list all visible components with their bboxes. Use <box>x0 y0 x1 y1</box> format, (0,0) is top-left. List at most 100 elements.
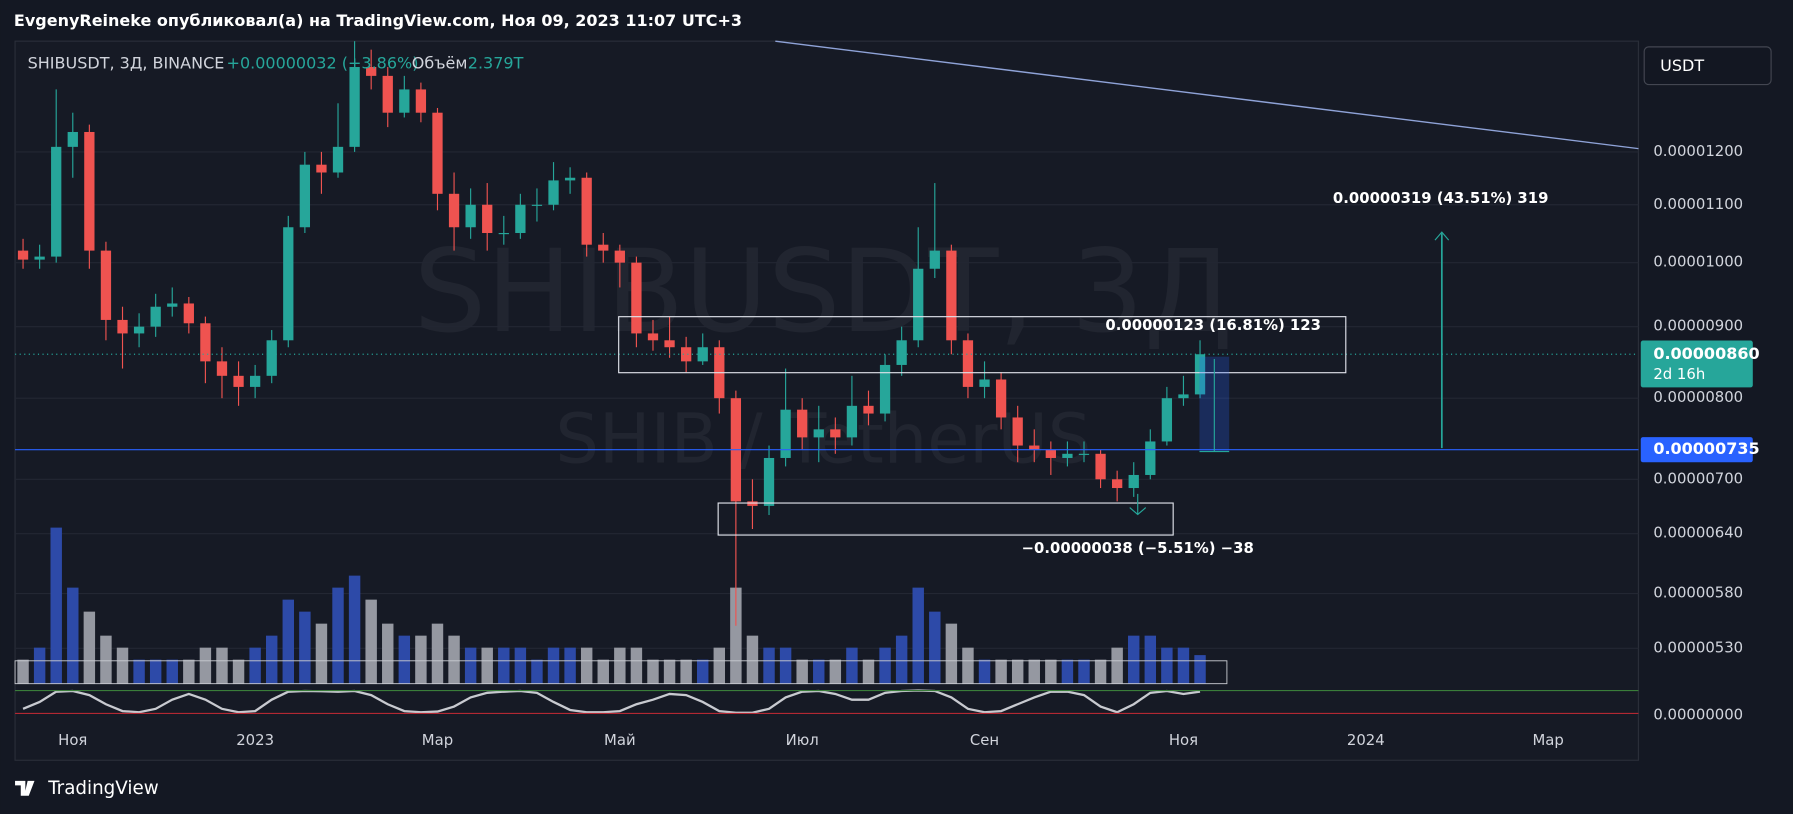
candle-body <box>482 204 493 234</box>
candle-body <box>84 131 95 251</box>
x-tick-label: Мар <box>422 731 453 749</box>
volume-bar <box>133 659 145 684</box>
volume-bar <box>1045 659 1057 684</box>
volume-bar <box>514 647 527 684</box>
candle-body <box>780 409 791 458</box>
last-price-box <box>1640 340 1753 388</box>
volume-bar <box>481 647 493 684</box>
logo <box>15 780 35 796</box>
plot: 0.00001200 0.00001100 0.00001000 0.00000900… <box>15 41 1760 749</box>
candle-body <box>1012 417 1023 446</box>
candle-body <box>399 89 410 113</box>
candle-body <box>1194 354 1206 395</box>
volume-bar <box>431 623 444 684</box>
candle-body <box>962 340 974 387</box>
volume-bar <box>580 647 593 684</box>
candle-body <box>465 204 476 228</box>
candle-body <box>299 164 311 228</box>
candle-body <box>415 89 427 113</box>
watermark: SHIBUSDT, 3Д <box>414 225 1233 358</box>
candle-body <box>216 361 228 376</box>
volume-bar <box>1177 647 1190 684</box>
candle-body <box>1112 479 1123 489</box>
y-tick-label: 0.00001000 <box>1653 253 1743 271</box>
candle-body <box>664 340 675 348</box>
volume-bar <box>1128 635 1140 684</box>
x-tick-label: Мар <box>1532 731 1563 749</box>
candle-body <box>1078 453 1090 455</box>
candle-body <box>995 379 1007 418</box>
volume-bar <box>879 647 891 684</box>
candle-body <box>830 429 841 438</box>
volume-bar <box>149 659 162 684</box>
volume-bar <box>1094 659 1107 684</box>
volume-bar <box>630 647 643 684</box>
volume-bar <box>332 587 344 684</box>
candle-body <box>167 303 178 307</box>
y-tick-label: 0.00000900 <box>1653 317 1743 335</box>
volume-bar <box>33 647 46 684</box>
candle-body <box>846 405 858 438</box>
candle-body <box>100 250 112 320</box>
volume-bar <box>995 659 1007 684</box>
volume-bar <box>1078 659 1090 684</box>
candle-body <box>117 319 128 334</box>
volume-bar <box>763 647 775 684</box>
volume-bar <box>315 623 328 684</box>
y-tick-label: 0.00001100 <box>1653 195 1743 213</box>
volume-bar <box>348 575 361 684</box>
candle-body <box>680 347 692 362</box>
volume-bar <box>597 659 609 684</box>
candle-body <box>17 250 29 260</box>
candle-body <box>581 177 592 245</box>
candle-body <box>133 326 145 334</box>
author-line: EvgenyReineke опубликовал(а) на TradingV… <box>14 11 742 30</box>
candle-body <box>763 457 775 506</box>
candle-body <box>1095 453 1106 480</box>
brand: TradingView <box>47 778 159 799</box>
candle-body <box>863 405 874 414</box>
candle-body <box>200 323 211 362</box>
currency[interactable]: USDT <box>1660 56 1704 75</box>
last-price-label: 0.00000860 <box>1653 344 1759 363</box>
volume-bar <box>862 659 875 684</box>
candle-body <box>233 375 244 387</box>
currency-button[interactable] <box>1643 46 1772 86</box>
candle-body <box>598 244 609 251</box>
volume-bar <box>448 635 460 684</box>
annotation: 0.00000123 (16.81%) 123 <box>1105 316 1321 334</box>
candle-body <box>614 250 625 263</box>
candle-body <box>349 67 360 147</box>
down-arrow <box>1129 493 1147 516</box>
volume-bar <box>1111 647 1123 684</box>
volume-bar <box>697 659 709 684</box>
volume-bar <box>1061 659 1074 684</box>
volume-bar <box>846 647 858 684</box>
candle-body <box>432 112 443 194</box>
volume-bar <box>50 527 62 684</box>
watermark-sub: SHIB / TetherUS <box>555 400 1091 480</box>
up-arrow <box>1434 231 1450 241</box>
candle-body <box>332 146 344 173</box>
candle-body <box>498 233 509 235</box>
candle-body <box>266 340 277 376</box>
candle-body <box>249 375 261 387</box>
y-tick-label: 0.00000700 <box>1653 469 1743 487</box>
annotation: −0.00000038 (−5.51%) −38 <box>1022 539 1254 557</box>
volume-bar <box>663 659 676 684</box>
volume-bar <box>17 659 29 684</box>
x-tick-label: Май <box>604 731 636 749</box>
candle-body <box>1145 441 1156 475</box>
y-tick-label: 0.00000640 <box>1653 524 1743 542</box>
volume-bar <box>1161 647 1173 684</box>
y-tick-label: 0.00001200 <box>1653 142 1743 160</box>
range-box <box>717 502 1174 536</box>
range-box <box>618 316 1347 374</box>
volume-bar <box>382 623 394 684</box>
volume-bar <box>978 659 991 684</box>
volume-bar <box>1144 635 1157 684</box>
x-tick-label: Июл <box>786 731 819 749</box>
x-tick-label: 2023 <box>236 731 274 749</box>
volume-bar <box>929 611 941 684</box>
